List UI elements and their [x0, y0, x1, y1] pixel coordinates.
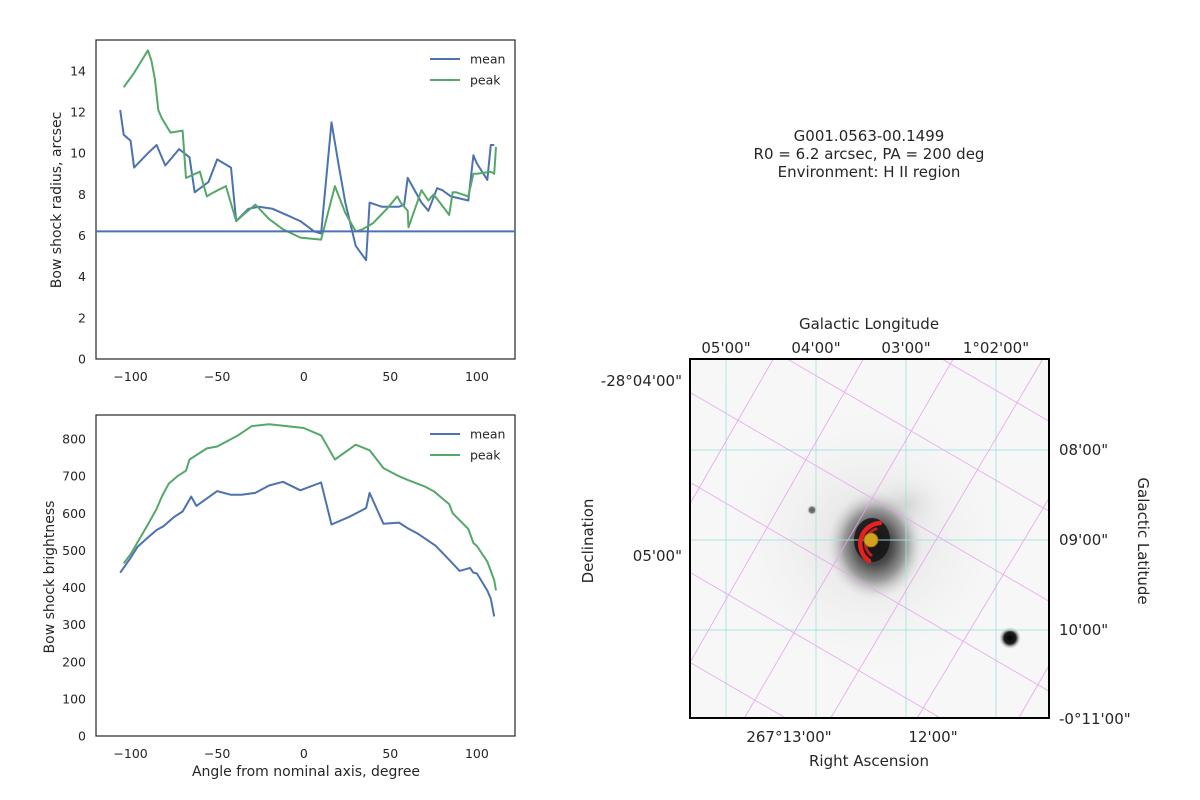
legend-label-peak: peak: [470, 448, 501, 463]
legend-label-peak: peak: [470, 73, 501, 88]
y-tick-label: 200: [62, 654, 86, 669]
y-tick-label: 12: [70, 105, 86, 120]
right-ascension-label: Right Ascension: [809, 752, 929, 770]
y-tick-label: 600: [62, 506, 86, 521]
y-tick-label: 6: [78, 228, 86, 243]
legend: mean peak: [430, 52, 505, 88]
glon-tick: 03'00": [881, 339, 930, 357]
galactic-longitude-label: Galactic Longitude: [799, 315, 939, 333]
glat-tick: -0°11'00": [1059, 710, 1131, 728]
glon-tick: 1°02'00": [963, 339, 1029, 357]
x-tick-labels: −100 −50 0 50 100: [113, 369, 488, 384]
y-tick-label: 10: [70, 146, 86, 161]
glat-tick: 08'00": [1059, 441, 1108, 459]
x-tick-label: 100: [465, 369, 489, 384]
brightness-chart: −100 −50 0 50 100 0100200300400500600700800 …: [42, 414, 516, 780]
y-tick-label: 400: [62, 580, 86, 595]
legend-label-mean: mean: [470, 52, 505, 67]
ra-tick: 12'00": [908, 728, 957, 746]
y-tick-label: 2: [78, 310, 86, 325]
source-environment: Environment: H II region: [778, 163, 961, 181]
declination-label: Declination: [579, 499, 597, 584]
y-tick-label: 700: [62, 469, 86, 484]
y-axis-label: Bow shock brightness: [42, 501, 58, 654]
legend-label-mean: mean: [470, 427, 505, 442]
series-line-peak: [122, 423, 497, 591]
y-tick-label: 800: [62, 432, 86, 447]
series-line-peak: [122, 49, 497, 241]
central-star-marker: [863, 532, 879, 548]
series-layer: [119, 423, 497, 617]
glat-tick: 09'00": [1059, 531, 1108, 549]
galactic-grid: [690, 359, 1049, 718]
dec-tick: -28°04'00": [601, 372, 682, 390]
radius-chart: −100 −50 0 50 100 0 2 4 6 8 10 12 14 Bow shock radi…: [49, 39, 516, 384]
point-source: [999, 627, 1021, 649]
y-tick-labels: 0 100 200 300 400 500 600 700 800: [62, 432, 86, 744]
x-tick-label: 0: [300, 746, 308, 761]
y-tick-label: 8: [78, 187, 86, 202]
x-axis-label: Angle from nominal axis, degree: [192, 764, 420, 780]
y-tick-label: 100: [62, 691, 86, 706]
plot-frame: [95, 39, 516, 360]
y-tick-label: 4: [78, 269, 86, 284]
source-id: G001.0563-00.1499: [794, 127, 945, 145]
y-tick-label: 0: [78, 352, 86, 367]
x-tick-label: −50: [204, 369, 230, 384]
x-tick-label: 0: [300, 369, 308, 384]
series-layer: [96, 49, 515, 262]
glon-tick: 05'00": [701, 339, 750, 357]
y-tick-label: 300: [62, 617, 86, 632]
x-tick-label: −50: [204, 746, 230, 761]
glon-tick: 04'00": [791, 339, 840, 357]
x-tick-label: 50: [382, 369, 398, 384]
x-tick-label: −100: [113, 369, 147, 384]
source-params: R0 = 6.2 arcsec, PA = 200 deg: [754, 145, 985, 163]
x-tick-label: 50: [382, 746, 398, 761]
series-line-mean: [119, 480, 496, 617]
dec-tick: 05'00": [633, 547, 682, 565]
sky-image-panel: 05'00" 04'00" 03'00" 1°02'00" -28°04'00"…: [579, 315, 1152, 770]
x-tick-label: −100: [113, 746, 147, 761]
faint-source: [807, 505, 817, 515]
glat-tick: 10'00": [1059, 621, 1108, 639]
series-line-mean: [119, 109, 495, 262]
galactic-latitude-label: Galactic Latitude: [1134, 477, 1152, 604]
y-tick-label: 500: [62, 543, 86, 558]
ra-tick: 267°13'00": [746, 728, 831, 746]
x-tick-label: 100: [465, 746, 489, 761]
y-tick-label: 14: [70, 63, 86, 78]
y-tick-label: 0: [78, 729, 86, 744]
y-tick-labels: 0 2 4 6 8 10 12 14: [70, 63, 86, 366]
source-info: G001.0563-00.1499 R0 = 6.2 arcsec, PA = …: [754, 127, 985, 181]
x-tick-labels: −100 −50 0 50 100: [113, 746, 488, 761]
sky-frame: [689, 358, 1050, 719]
y-axis-label: Bow shock radius, arcsec: [49, 112, 65, 289]
legend: mean peak: [430, 427, 505, 463]
plot-frame: [95, 414, 516, 737]
